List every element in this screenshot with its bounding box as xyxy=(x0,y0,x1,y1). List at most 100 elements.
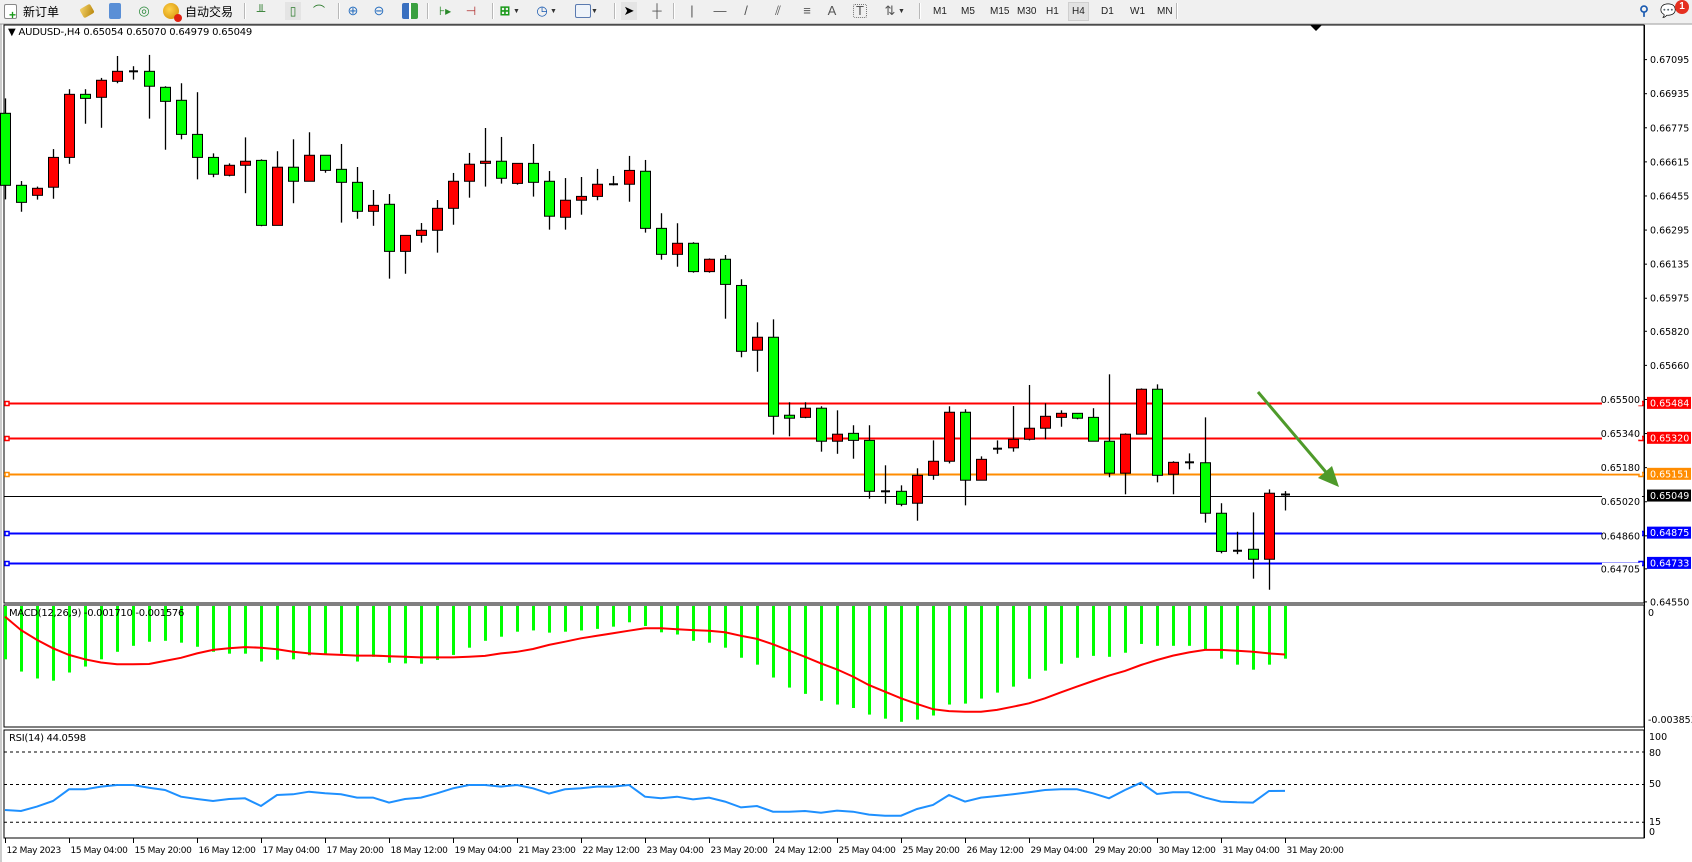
timeframe-w1[interactable]: W1 xyxy=(1130,6,1145,17)
price-tick-label-bg xyxy=(1602,529,1642,542)
indicators-button[interactable]: ⊞ ▼ xyxy=(497,2,520,20)
candlestick-button[interactable]: ▯ xyxy=(285,2,301,20)
periods-button[interactable]: ◷ ▼ xyxy=(534,2,557,20)
data-window-button[interactable] xyxy=(109,2,121,20)
price-tick-label: 0.66135 xyxy=(1650,260,1689,271)
search-icon: ⚲ xyxy=(1639,3,1649,18)
candle-down xyxy=(336,168,347,183)
timeframe-m1[interactable]: M1 xyxy=(933,6,947,17)
candle-down xyxy=(736,284,747,352)
auto-scroll-button[interactable]: ⊦▸ xyxy=(437,2,453,20)
candle-down xyxy=(1216,512,1227,552)
timeframe-h4[interactable]: H4 xyxy=(1068,2,1089,21)
candle-down xyxy=(864,439,875,492)
navigator-button[interactable]: ◎ xyxy=(136,2,152,20)
price-tick-label: 0.65500 xyxy=(1601,395,1640,406)
zoom-in-icon: ⊕ xyxy=(347,3,359,18)
trend-arrow[interactable] xyxy=(1256,391,1333,479)
macd-histogram-bar xyxy=(612,606,615,627)
candle-up xyxy=(928,460,939,476)
time-tick-label: 12 May 2023 xyxy=(7,846,61,856)
timeframe-d1[interactable]: D1 xyxy=(1101,6,1114,17)
market-watch-button[interactable] xyxy=(79,2,95,20)
macd-histogram-bar xyxy=(1220,606,1223,659)
timeframe-m5[interactable]: M5 xyxy=(961,6,975,17)
candle-up xyxy=(672,242,683,255)
candle-down xyxy=(528,162,539,183)
macd-histogram-bar xyxy=(116,606,119,652)
price-tick-label-bg xyxy=(1602,427,1642,440)
equidistant-channel-button[interactable]: ⫽ xyxy=(770,2,786,20)
timeframe-m15[interactable]: M15 xyxy=(990,6,1010,17)
macd-histogram-bar xyxy=(468,606,471,648)
horizontal-levels[interactable] xyxy=(4,400,1644,567)
crosshair-button[interactable]: ┼ xyxy=(649,2,665,20)
templates-button[interactable]: ▼ xyxy=(575,2,598,20)
candles xyxy=(0,54,1290,590)
candle-down xyxy=(496,160,507,179)
autotrading-button[interactable]: 自动交易 xyxy=(163,2,234,22)
new-order-button[interactable]: + 新订单 xyxy=(4,2,59,21)
price-tick-label: 0.66615 xyxy=(1650,157,1689,168)
macd-histogram-bar xyxy=(996,606,999,693)
candle-down xyxy=(816,407,827,442)
candle-up xyxy=(1008,438,1019,449)
zoom-out-button[interactable]: ⊖ xyxy=(371,2,387,20)
rsi-axis-label: 80 xyxy=(1649,748,1661,759)
candle-down xyxy=(160,86,171,102)
candle-up xyxy=(1024,427,1035,440)
candle-down xyxy=(896,490,907,505)
search-button[interactable]: ⚲ xyxy=(1636,2,1652,20)
candle-up xyxy=(1056,412,1067,418)
candle-down xyxy=(352,181,363,212)
fibonacci-button[interactable]: ≡ xyxy=(799,2,815,20)
timeframe-h1[interactable]: H1 xyxy=(1046,6,1059,17)
macd-histogram-bar xyxy=(420,606,423,664)
macd-histogram-bar xyxy=(404,606,407,664)
candle-down xyxy=(288,166,299,182)
text-label-button[interactable]: T xyxy=(853,2,867,20)
tile-windows-button[interactable] xyxy=(402,2,418,20)
price-tick-label-bg xyxy=(1602,393,1642,406)
auto-scroll-icon: ⊦▸ xyxy=(438,4,452,18)
zoom-in-button[interactable]: ⊕ xyxy=(345,2,361,20)
notifications-button[interactable]: 💬 xyxy=(1660,2,1676,20)
candle-up xyxy=(976,458,987,481)
horizontal-line-button[interactable]: — xyxy=(712,2,728,20)
vertical-line-button[interactable]: | xyxy=(684,2,700,20)
price-tick-label: 0.66455 xyxy=(1650,191,1689,202)
autotrading-label: 自动交易 xyxy=(185,4,234,19)
trendline-button[interactable]: / xyxy=(738,2,754,20)
timeframe-mn[interactable]: MN xyxy=(1157,6,1173,17)
macd-histogram-bar xyxy=(1076,606,1079,658)
level-price-label: 0.64733 xyxy=(1650,558,1689,569)
macd-histogram-bar xyxy=(52,606,55,681)
level-price-tag xyxy=(1647,467,1691,480)
line-chart-button[interactable]: ⌒ xyxy=(311,2,327,20)
bar-chart-button[interactable]: ╨ xyxy=(253,2,269,20)
text-button[interactable]: A xyxy=(824,2,840,20)
candle-down xyxy=(1152,388,1163,476)
macd-histogram-bar xyxy=(36,606,39,679)
candle-up xyxy=(416,229,427,236)
candle-down xyxy=(720,258,731,285)
macd-histogram-bar xyxy=(1156,606,1159,646)
time-tick-label: 29 May 04:00 xyxy=(1031,846,1089,856)
candle-down xyxy=(1088,416,1099,442)
candle-up xyxy=(112,70,123,82)
time-tick-label: 17 May 04:00 xyxy=(263,846,321,856)
candle-up xyxy=(512,162,523,184)
timeframe-m30[interactable]: M30 xyxy=(1017,6,1037,17)
cursor-button[interactable]: ➤ xyxy=(621,2,637,20)
candle-down xyxy=(80,93,91,99)
candle-down xyxy=(960,411,971,481)
annotations[interactable] xyxy=(1256,391,1339,487)
chart-shift-button[interactable]: ⊣ xyxy=(463,2,479,20)
price-tick-label: 0.66935 xyxy=(1650,89,1689,100)
candle-down xyxy=(1104,440,1115,474)
arrows-button[interactable]: ⇅ ▼ xyxy=(882,2,905,20)
trend-arrow-head-icon[interactable] xyxy=(1318,466,1339,487)
pane-frames xyxy=(0,23,1692,862)
macd-histogram-bar xyxy=(164,606,167,641)
